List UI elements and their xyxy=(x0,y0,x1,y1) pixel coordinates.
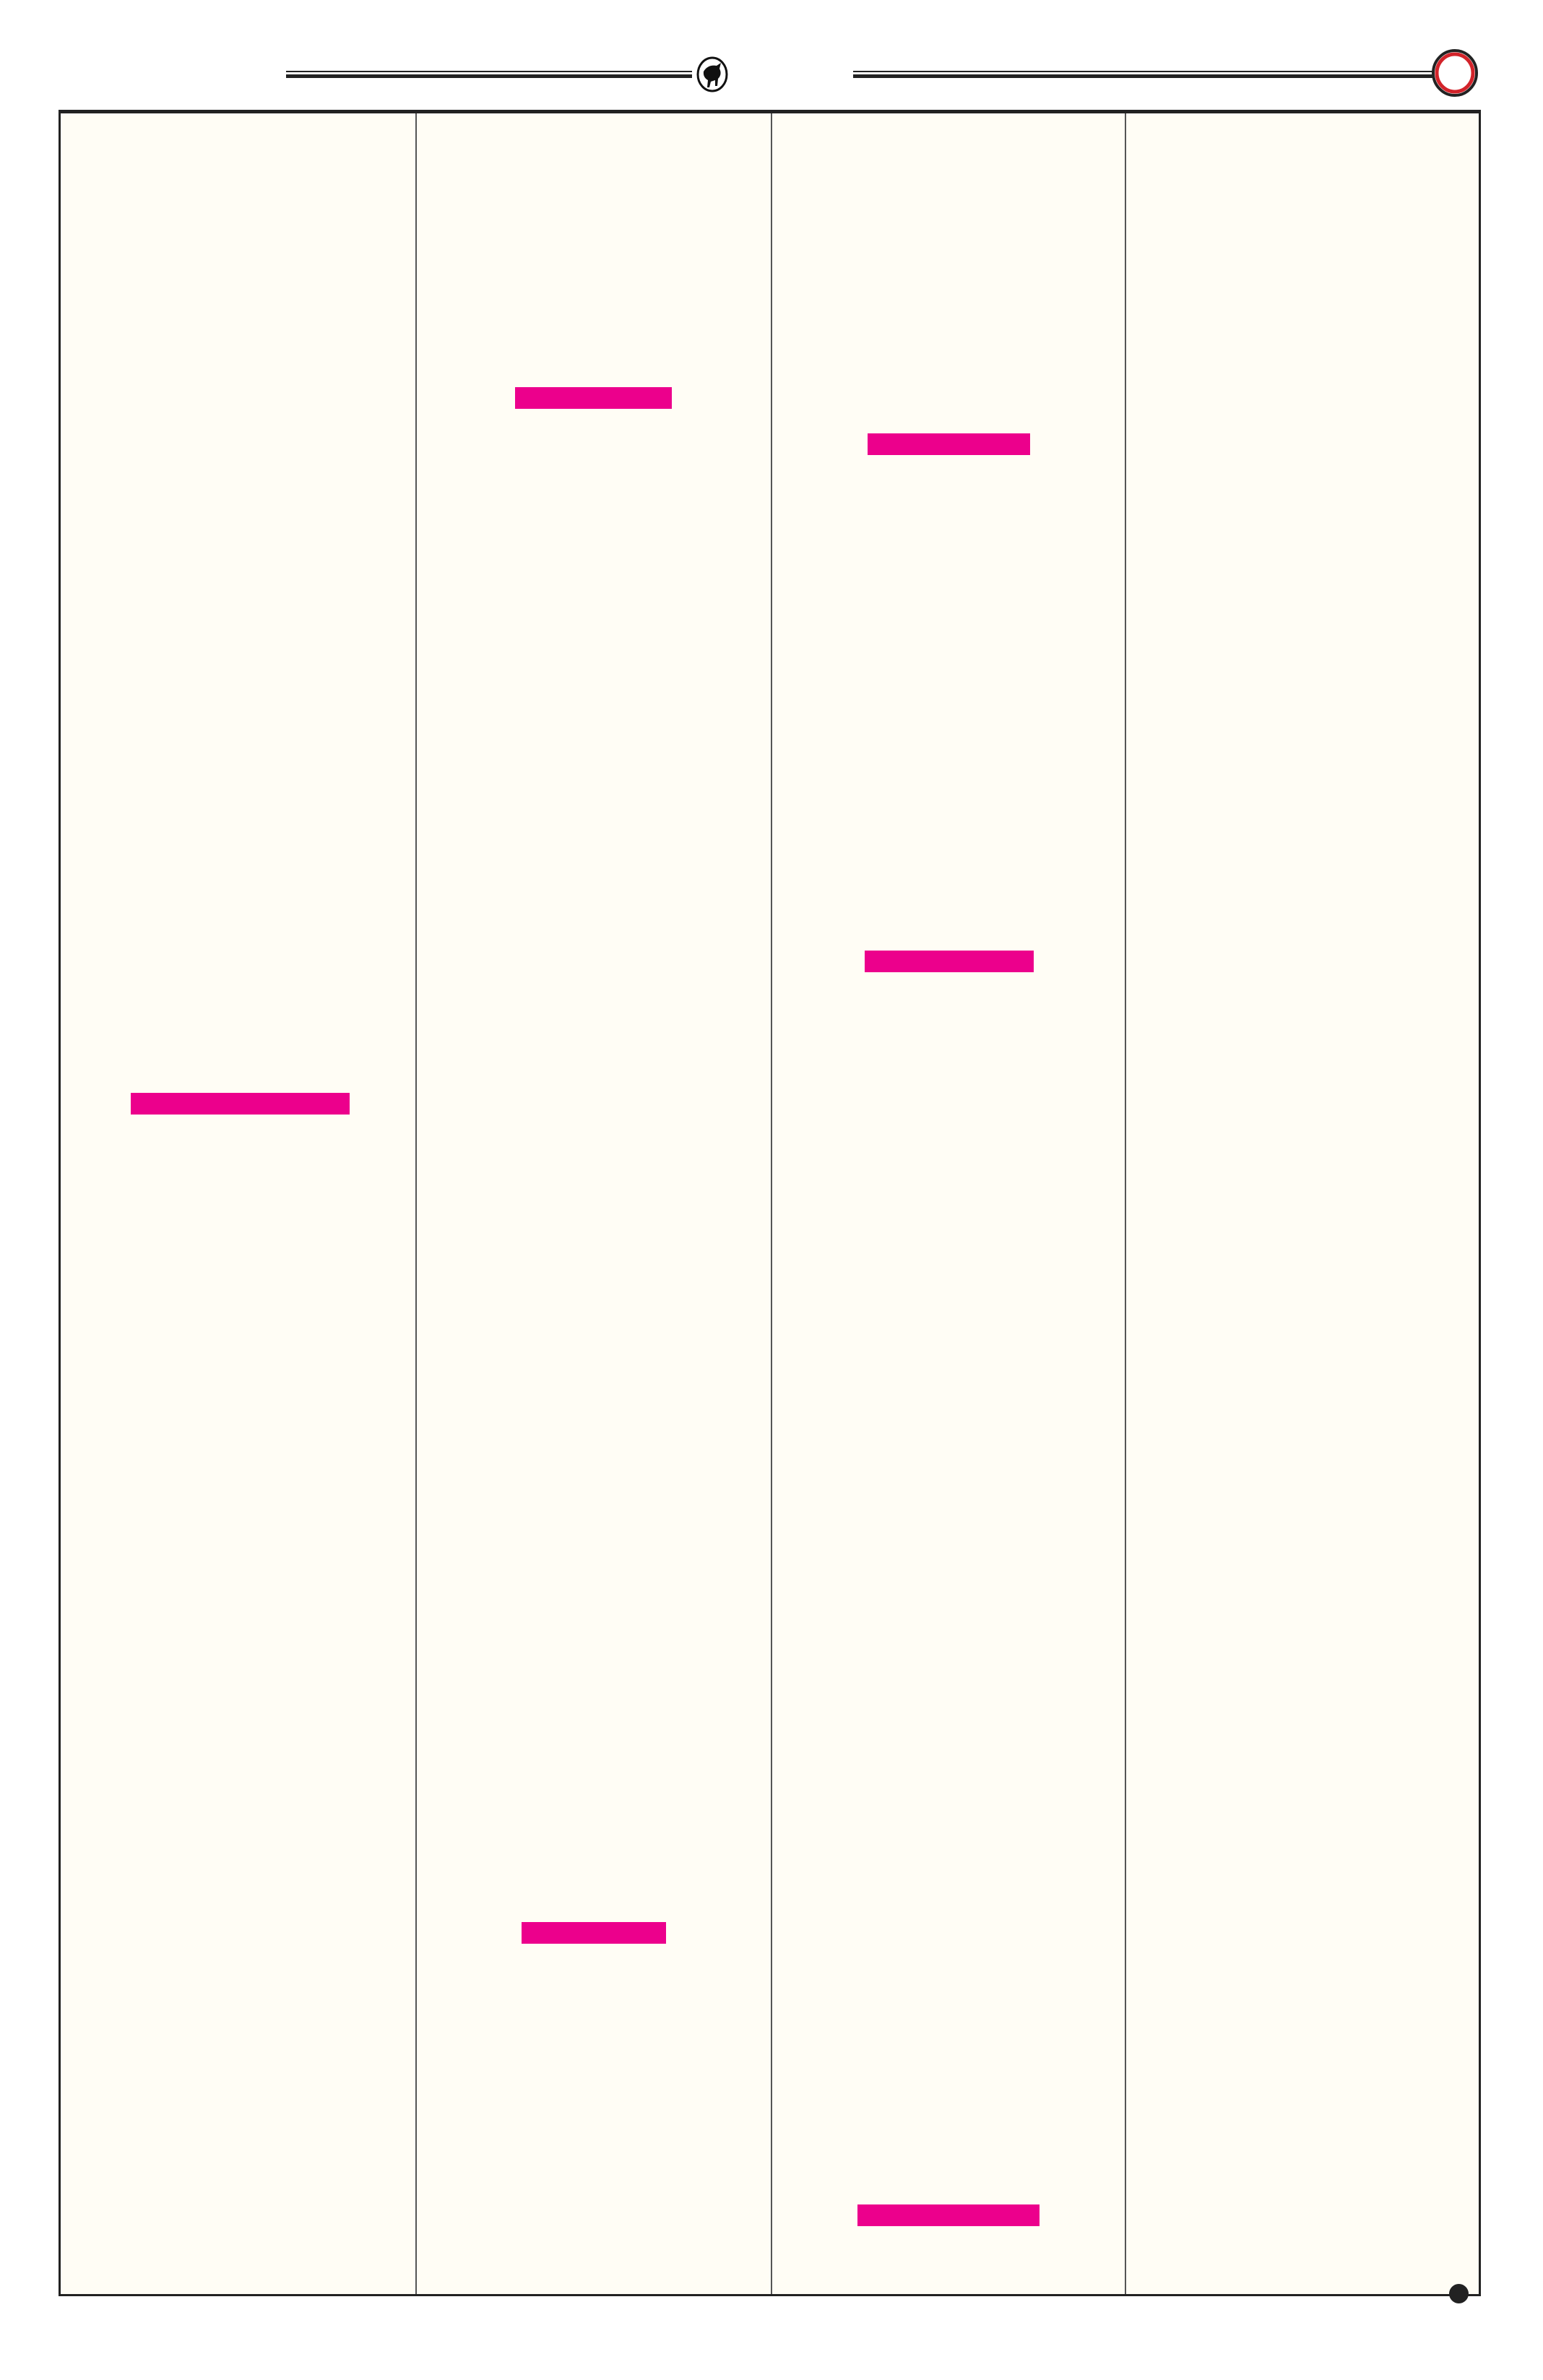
highlight-bar-col3 xyxy=(857,2204,1040,2226)
highlight-bar-col3 xyxy=(868,433,1030,455)
column-divider xyxy=(771,113,772,2294)
black-dot-icon xyxy=(1449,2284,1469,2303)
red-ring-icon xyxy=(1432,49,1478,97)
column-divider xyxy=(415,113,417,2294)
highlight-bar-col2 xyxy=(515,387,672,409)
header-rule-left xyxy=(286,71,692,78)
bull-emblem-icon xyxy=(696,56,728,92)
highlight-bar-col2 xyxy=(522,1922,666,1944)
column-divider xyxy=(1125,113,1126,2294)
page-frame xyxy=(59,110,1481,2296)
highlight-bar-col1 xyxy=(131,1093,350,1115)
header-rule-right xyxy=(853,71,1434,78)
highlight-bar-col3 xyxy=(865,951,1034,972)
